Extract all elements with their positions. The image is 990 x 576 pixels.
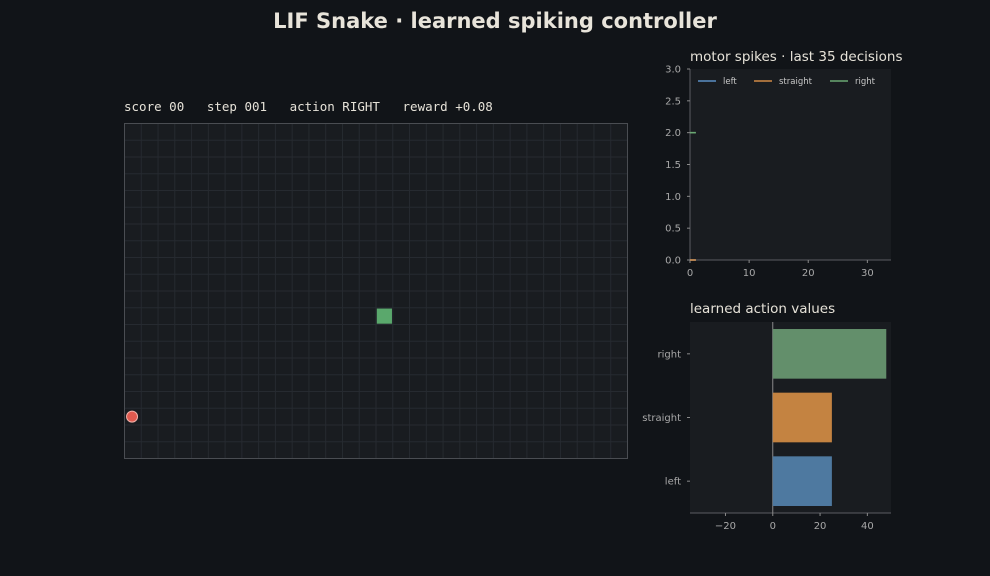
plot-area xyxy=(690,69,891,260)
action-value: RIGHT xyxy=(342,99,380,114)
spike-chart-title: motor spikes · last 35 decisions xyxy=(690,49,903,65)
score-value: 00 xyxy=(169,99,185,114)
food-pellet xyxy=(126,410,139,423)
x-tick-label: 10 xyxy=(743,268,756,279)
legend-label-left: left xyxy=(723,77,737,87)
status-line: score 00 step 001 action RIGHT reward +0… xyxy=(124,99,493,114)
x-tick-label: 20 xyxy=(802,268,815,279)
page-title: LIF Snake · learned spiking controller xyxy=(273,9,717,33)
x-tick-label: 0 xyxy=(770,521,776,532)
game-board xyxy=(124,123,628,459)
y-tick-label: 2.0 xyxy=(665,128,681,139)
action-label: action xyxy=(289,99,335,114)
bar-left xyxy=(772,456,832,506)
action-values-title: learned action values xyxy=(690,301,836,317)
y-tick-label: 0.5 xyxy=(665,224,681,235)
reward-value: +0.08 xyxy=(455,99,493,114)
spike-chart: 0.0 0.5 1.0 1.5 2.0 2.5 3.0 0 10 20 30 left straight… xyxy=(665,65,891,279)
y-tick-label: 2.5 xyxy=(665,96,681,107)
x-tick-label: 0 xyxy=(687,268,693,279)
board-border xyxy=(124,123,628,459)
bar-right xyxy=(772,329,887,379)
step-value: 001 xyxy=(244,99,268,114)
x-tick-label: 30 xyxy=(861,268,874,279)
y-tick-label: 1.0 xyxy=(665,192,681,203)
snake-segment xyxy=(376,308,392,324)
step-label: step xyxy=(206,99,237,114)
legend-label-right: right xyxy=(855,77,876,87)
y-tick-label: 1.5 xyxy=(665,160,681,171)
legend-label-straight: straight xyxy=(779,77,813,87)
score-label: score xyxy=(124,99,162,114)
x-tick-label: 20 xyxy=(814,521,827,532)
y-tick-label: 3.0 xyxy=(665,65,681,76)
y-tick-label: 0.0 xyxy=(665,256,681,267)
category-label-straight: straight xyxy=(642,413,681,424)
action-values-chart: left straight right −20 0 20 40 xyxy=(642,322,891,532)
x-tick-label: 40 xyxy=(861,521,874,532)
reward-label: reward xyxy=(402,99,448,114)
x-tick-label: −20 xyxy=(715,521,736,532)
bar-straight xyxy=(772,392,832,443)
category-label-left: left xyxy=(665,477,681,488)
category-label-right: right xyxy=(658,349,682,360)
